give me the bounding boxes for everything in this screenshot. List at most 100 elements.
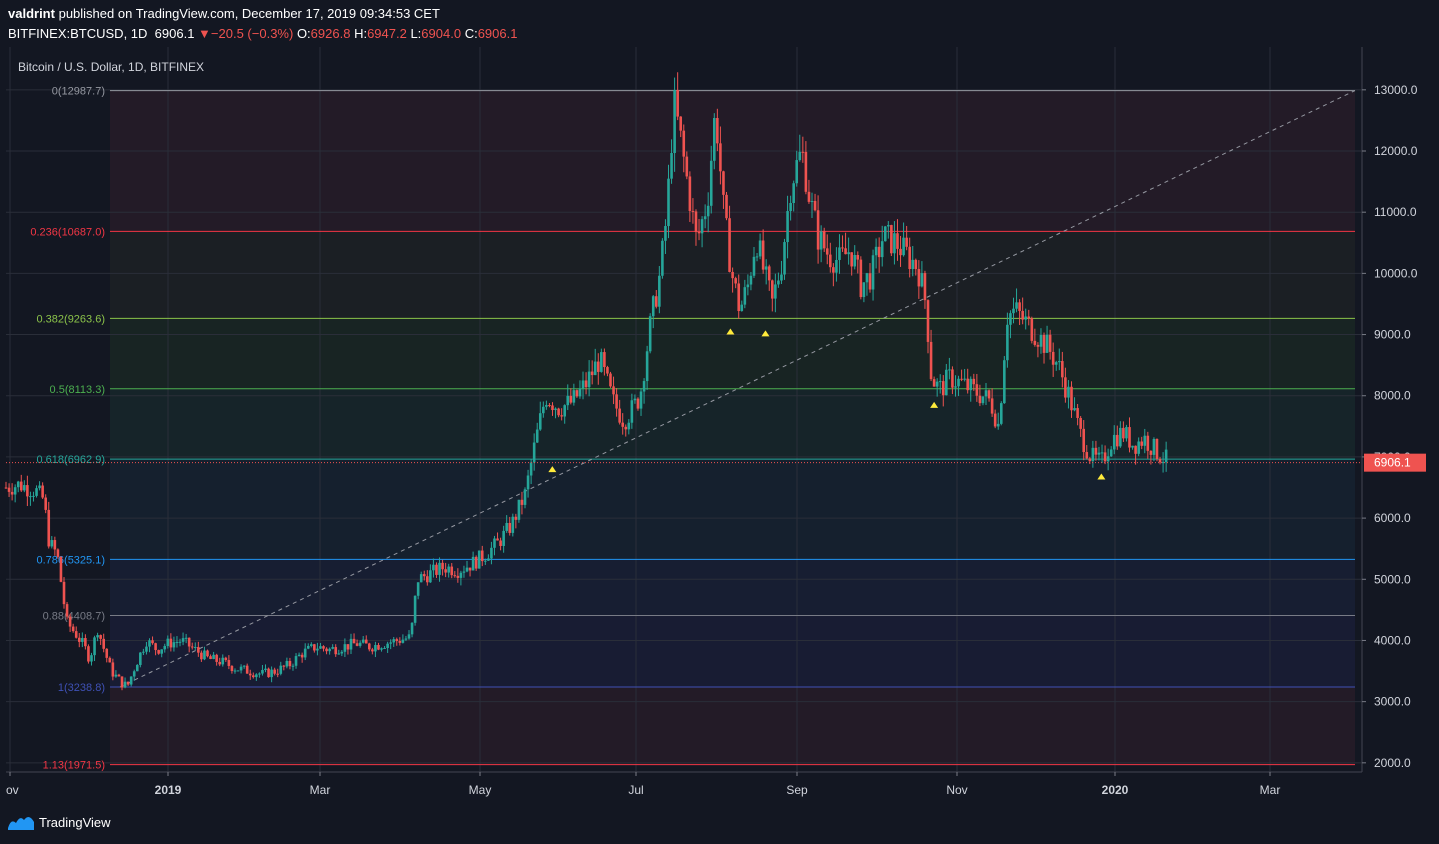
candle-body bbox=[236, 670, 240, 672]
candle-body bbox=[740, 304, 744, 312]
fib-level-label: 0.5(8113.3) bbox=[50, 384, 105, 396]
candle-body bbox=[890, 225, 893, 254]
x-tick-label: Jul bbox=[628, 783, 643, 797]
candle-body bbox=[1048, 334, 1052, 352]
candle-body bbox=[340, 651, 344, 654]
candle-body bbox=[389, 642, 392, 644]
fib-band bbox=[110, 90, 1355, 232]
candle-body bbox=[999, 403, 1003, 424]
candle-body bbox=[1027, 316, 1031, 319]
candle-body bbox=[807, 191, 811, 202]
candle-body bbox=[917, 269, 921, 287]
candle-body bbox=[545, 405, 548, 407]
candle-body bbox=[310, 644, 313, 646]
candle-body bbox=[813, 200, 817, 211]
candle-body bbox=[627, 422, 631, 430]
candle-body bbox=[679, 116, 683, 131]
candle-body bbox=[868, 273, 872, 290]
candle-body bbox=[896, 233, 899, 249]
support-marker bbox=[548, 466, 557, 473]
candle-body bbox=[612, 386, 615, 395]
x-tick-label: 2019 bbox=[155, 783, 182, 797]
candle-body bbox=[255, 674, 258, 678]
candle-body bbox=[911, 259, 915, 269]
candle-body bbox=[114, 674, 118, 677]
x-tick-label: 2020 bbox=[1102, 783, 1129, 797]
candle-body bbox=[1143, 435, 1147, 446]
author-name[interactable]: valdrint bbox=[8, 6, 55, 21]
candle-body bbox=[551, 405, 554, 411]
candle-body bbox=[322, 646, 325, 649]
candle-body bbox=[197, 646, 200, 653]
candle-body bbox=[126, 681, 130, 685]
candle-body bbox=[1152, 438, 1156, 455]
fib-level-label: 1(3238.8) bbox=[58, 682, 105, 694]
fib-level-label: 0.618(6962.9) bbox=[37, 454, 106, 466]
candle-body bbox=[1106, 456, 1110, 462]
candle-body bbox=[554, 408, 557, 411]
candle-body bbox=[795, 160, 799, 184]
candle-body bbox=[1036, 344, 1040, 347]
candle-body bbox=[227, 660, 231, 666]
time-axis[interactable]: ov 2019 Mar May Jul Sep Nov 2020 Mar bbox=[6, 772, 1280, 797]
candle-body bbox=[960, 378, 963, 380]
candle-body bbox=[743, 287, 747, 305]
fib-level-label: 0(12987.7) bbox=[52, 86, 105, 98]
candle-body bbox=[719, 143, 722, 172]
price-axis[interactable]: 13000.0 12000.0 11000.0 10000.0 9000.0 8000.0… bbox=[1362, 83, 1426, 770]
candle-body bbox=[654, 296, 658, 307]
candle-body bbox=[404, 638, 408, 640]
candle-body bbox=[801, 151, 805, 153]
fib-band bbox=[110, 559, 1355, 616]
candle-body bbox=[1119, 427, 1122, 447]
fib-level-label: 1.13(1971.5) bbox=[43, 760, 105, 772]
candle-body bbox=[1024, 316, 1028, 320]
candle-body bbox=[596, 361, 600, 372]
high-value: 6947.2 bbox=[367, 26, 407, 41]
candle-body bbox=[306, 645, 310, 649]
candle-body bbox=[1122, 427, 1125, 439]
candle-body bbox=[276, 673, 280, 675]
candle-body bbox=[816, 210, 820, 250]
candle-body bbox=[838, 247, 841, 260]
candle-body bbox=[401, 639, 405, 643]
candle-body bbox=[1109, 449, 1113, 457]
candle-body bbox=[337, 653, 341, 655]
candle-body bbox=[139, 652, 142, 665]
candle-body bbox=[957, 378, 960, 387]
candle-body bbox=[584, 380, 588, 388]
candle-body bbox=[642, 381, 646, 392]
published-text: published on TradingView.com, December 1… bbox=[58, 6, 440, 21]
candle-body bbox=[630, 400, 634, 423]
candle-body bbox=[954, 386, 957, 388]
candle-body bbox=[920, 273, 924, 287]
tradingview-brand[interactable]: TradingView bbox=[8, 814, 111, 830]
candle-body bbox=[926, 300, 930, 342]
candle-body bbox=[68, 616, 72, 627]
candle-body bbox=[343, 644, 347, 652]
y-tick-label: 4000.0 bbox=[1374, 633, 1411, 647]
candle-body bbox=[16, 481, 20, 488]
candle-body bbox=[688, 176, 692, 211]
candle-body bbox=[661, 240, 664, 276]
candle-body bbox=[972, 378, 976, 385]
candle-body bbox=[862, 282, 866, 298]
y-tick-label: 11000.0 bbox=[1374, 205, 1417, 219]
candle-body bbox=[877, 246, 881, 258]
support-markers bbox=[548, 328, 1106, 480]
candle-body bbox=[1070, 386, 1073, 411]
candle-body bbox=[1161, 462, 1165, 464]
candle-body bbox=[132, 671, 136, 677]
candle-body bbox=[749, 275, 753, 285]
candle-body bbox=[1061, 361, 1064, 378]
candle-body bbox=[154, 643, 157, 651]
candle-body bbox=[264, 668, 267, 670]
candle-body bbox=[581, 380, 585, 389]
candle-body bbox=[865, 273, 869, 283]
candle-body bbox=[285, 660, 289, 667]
candle-body bbox=[59, 556, 63, 582]
candle-body bbox=[224, 657, 228, 661]
candle-body bbox=[447, 566, 450, 573]
candle-body bbox=[703, 216, 707, 220]
